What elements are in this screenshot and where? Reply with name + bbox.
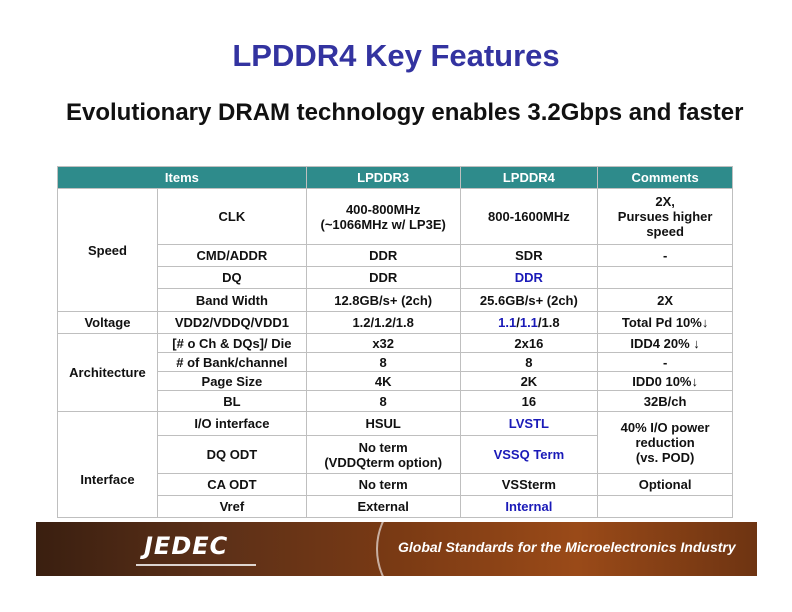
item-cell: Vref — [156, 495, 307, 518]
group-architecture: Architecture — [57, 333, 158, 412]
item-cell: DQ — [156, 266, 307, 289]
lpddr3-cell: HSUL — [305, 411, 461, 436]
lpddr4-cell: Internal — [459, 495, 599, 518]
comment-cell: 40% I/O power reduction (vs. POD) — [597, 411, 733, 474]
table-row: Speed CLK 400-800MHz (~1066MHz w/ LP3E) 8… — [57, 188, 733, 312]
lpddr4-cell: 800-1600MHz — [459, 188, 599, 245]
lpddr4-cell: 2K — [459, 371, 599, 391]
item-cell: Band Width — [156, 288, 307, 312]
group-interface: Interface — [57, 411, 158, 518]
lpddr4-cell: VSSQ Term — [459, 435, 599, 474]
slide-subtitle: Evolutionary DRAM technology enables 3.2… — [66, 99, 744, 126]
lpddr4-cell: SDR — [459, 244, 599, 267]
slide-title: LPDDR4 Key Features — [232, 38, 560, 73]
item-cell: Page Size — [156, 371, 307, 391]
table-row: BL 8 16 32B/ch — [58, 390, 733, 412]
lpddr4-cell: 8 — [459, 352, 599, 372]
item-cell: CMD/ADDR — [156, 244, 307, 267]
table-row: CMD/ADDR DDR SDR - — [58, 244, 733, 267]
item-cell: BL — [156, 390, 307, 412]
header-lpddr3: LPDDR3 — [305, 166, 461, 189]
item-cell: I/O interface — [156, 411, 307, 436]
lpddr3-cell: DDR — [305, 244, 461, 267]
comment-cell: 2X — [597, 288, 733, 312]
lpddr4-cell: 16 — [459, 390, 599, 412]
lpddr4-cell: 25.6GB/s+ (2ch) — [459, 288, 599, 312]
table-row: Interface I/O interface HSUL LVSTL 40% I… — [57, 411, 733, 518]
comment-cell: - — [597, 352, 733, 372]
lpddr3-cell: DDR — [305, 266, 461, 289]
feature-table: Items LPDDR3 LPDDR4 Comments Speed CLK 4… — [57, 166, 733, 518]
lpddr3-cell: 400-800MHz (~1066MHz w/ LP3E) — [305, 188, 461, 245]
lpddr4-cell: 1.1/1.1/1.8 — [459, 311, 599, 334]
comment-cell: - — [597, 244, 733, 267]
lpddr3-cell: 8 — [305, 352, 461, 372]
lpddr3-cell: No term — [305, 473, 461, 496]
jedec-logo: JEDEC — [144, 532, 229, 560]
item-cell: CLK — [156, 188, 307, 245]
lpddr3-cell: 12.8GB/s+ (2ch) — [305, 288, 461, 312]
item-cell: DQ ODT — [156, 435, 307, 474]
table-row: Vref External Internal — [58, 495, 733, 518]
header-lpddr4: LPDDR4 — [459, 166, 599, 189]
group-voltage: Voltage — [57, 311, 158, 334]
lpddr4-cell: LVSTL — [459, 411, 599, 436]
table-row: Page Size 4K 2K IDD0 10%↓ — [58, 371, 733, 391]
footer-tagline: Global Standards for the Microelectronic… — [398, 539, 736, 555]
lpddr3-cell: 8 — [305, 390, 461, 412]
table-row: CA ODT No term VSSterm Optional — [58, 473, 733, 496]
lpddr3-cell: No term (VDDQterm option) — [305, 435, 461, 474]
header-comments: Comments — [597, 166, 733, 189]
table-row: Architecture [# o Ch & DQs]/ Die x32 2x1… — [57, 333, 733, 412]
comment-cell: 32B/ch — [597, 390, 733, 412]
table-row: Voltage VDD2/VDDQ/VDD1 1.2/1.2/1.8 1.1/1… — [57, 311, 733, 334]
comment-cell: 2X, Pursues higher speed — [597, 188, 733, 245]
table-row: Band Width 12.8GB/s+ (2ch) 25.6GB/s+ (2c… — [58, 288, 733, 312]
item-cell: CA ODT — [156, 473, 307, 496]
table-row: DQ ODT No term (VDDQterm option) VSSQ Ter… — [58, 435, 733, 474]
comment-cell: IDD4 20% ↓ — [597, 333, 733, 353]
comment-cell — [597, 495, 733, 518]
item-cell: [# o Ch & DQs]/ Die — [156, 333, 307, 353]
item-cell: VDD2/VDDQ/VDD1 — [156, 311, 307, 334]
comment-cell: Total Pd 10%↓ — [597, 311, 733, 334]
decorative-arc — [376, 522, 510, 576]
footer-banner: JEDEC Global Standards for the Microelec… — [36, 522, 757, 576]
group-speed: Speed — [57, 188, 158, 312]
comment-cell: Optional — [597, 473, 733, 496]
lpddr4-cell: DDR — [459, 266, 599, 289]
comment-cell — [597, 266, 733, 289]
lpddr4-cell: 2x16 — [459, 333, 599, 353]
table-row: DQ DDR DDR — [58, 266, 733, 289]
lpddr3-cell: External — [305, 495, 461, 518]
item-cell: # of Bank/channel — [156, 352, 307, 372]
lpddr3-cell: 1.2/1.2/1.8 — [305, 311, 461, 334]
logo-underline — [136, 564, 256, 566]
comment-cell: IDD0 10%↓ — [597, 371, 733, 391]
header-items: Items — [57, 166, 307, 189]
lpddr4-cell: VSSterm — [459, 473, 599, 496]
header-row: Items LPDDR3 LPDDR4 Comments — [57, 166, 733, 189]
table-row: # of Bank/channel 8 8 - — [58, 352, 733, 372]
lpddr3-cell: 4K — [305, 371, 461, 391]
lpddr3-cell: x32 — [305, 333, 461, 353]
